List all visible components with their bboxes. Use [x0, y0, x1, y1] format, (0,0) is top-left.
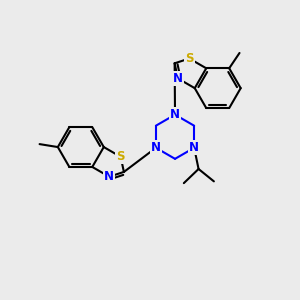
Text: S: S — [116, 150, 125, 163]
Text: N: N — [104, 170, 114, 183]
Text: N: N — [151, 141, 161, 154]
Text: N: N — [173, 72, 183, 85]
Text: N: N — [189, 141, 199, 154]
Text: N: N — [170, 108, 180, 121]
Text: S: S — [185, 52, 194, 65]
